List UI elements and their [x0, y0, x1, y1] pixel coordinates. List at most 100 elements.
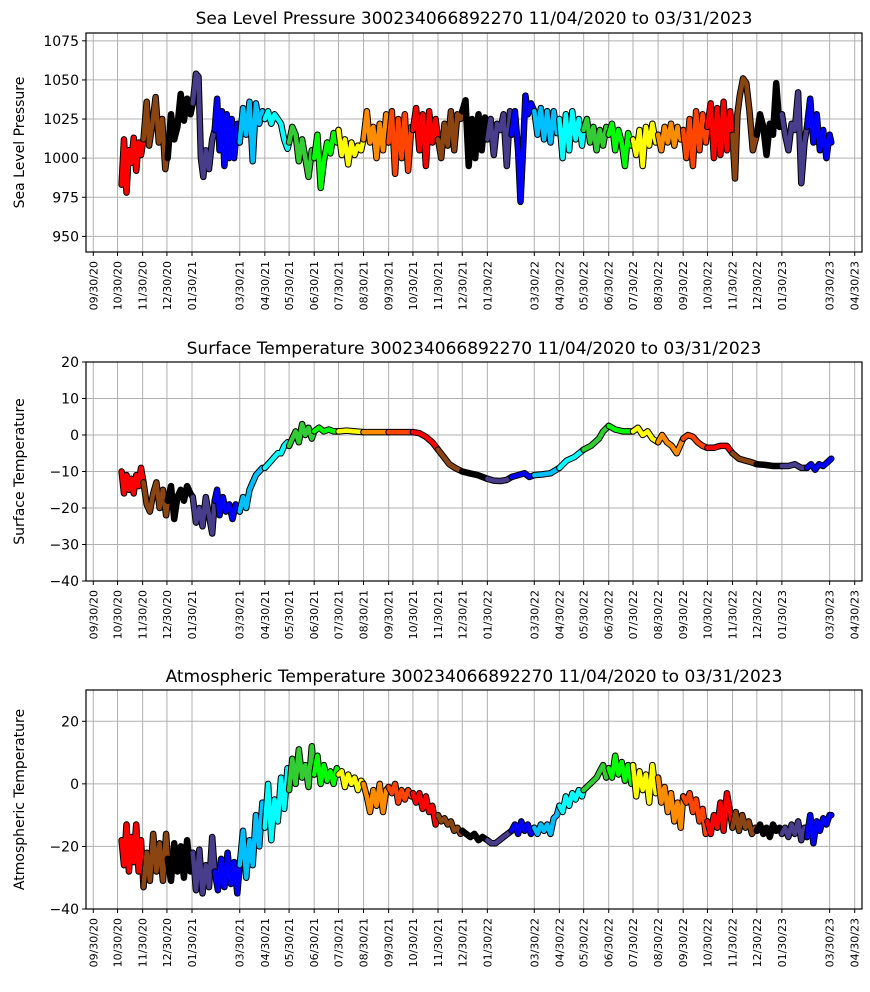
- series-line-2023-01: [754, 822, 785, 840]
- x-tick-label: 11/30/20: [137, 261, 150, 310]
- chart-title: Atmospheric Temperature 300234066892270 …: [166, 667, 783, 687]
- x-tick-label: 11/30/22: [727, 590, 740, 639]
- series-line-2021-09: [361, 781, 391, 815]
- series-line-2022-04: [532, 803, 562, 837]
- x-tick-label: 12/30/22: [751, 261, 764, 310]
- series-line-2021-10: [386, 781, 416, 805]
- x-tick-label: 06/30/21: [308, 261, 321, 310]
- series-line-2020-12: [141, 480, 170, 518]
- axes-frame: [85, 689, 863, 910]
- x-tick-label: 11/30/21: [432, 918, 445, 967]
- y-tick-label: 1075: [43, 34, 79, 50]
- series-line-2023-01: [754, 80, 785, 158]
- surface-temperature-panel: −40 −30 −20 −10 0 10 20 09/30/20 10/30/20 11/30/2…: [12, 339, 863, 639]
- series-line-2021-04: [237, 99, 268, 164]
- y-tick-label: 975: [52, 190, 79, 206]
- x-tick-label: 09/30/21: [383, 590, 396, 639]
- series-group: [118, 420, 835, 537]
- y-tick-label: 1050: [43, 73, 79, 89]
- y-tick-label: 1000: [43, 151, 79, 167]
- x-tick-label: 12/30/20: [161, 918, 174, 967]
- x-tick-label: 03/30/23: [824, 590, 837, 639]
- x-tick-label: 10/30/20: [112, 918, 125, 967]
- series-line-2022-10: [680, 432, 710, 451]
- x-tick-label: 07/30/22: [627, 590, 640, 639]
- y-axis-label: Atmospheric Temperature: [12, 709, 28, 890]
- series-line-2022-06: [581, 762, 611, 793]
- series-line-2022-06: [581, 116, 611, 153]
- x-tick-label: 04/30/21: [259, 590, 272, 639]
- x-tick-label: 11/30/20: [137, 590, 150, 639]
- x-tick-label: 12/30/21: [456, 261, 469, 310]
- series-line-2022-09: [655, 775, 686, 830]
- series-line-2021-03: [212, 487, 242, 522]
- series-line-2023-02: [779, 90, 810, 186]
- x-tick-label: 09/30/20: [87, 261, 100, 310]
- series-line-2022-06: [581, 423, 611, 452]
- x-tick-label: 03/30/23: [824, 261, 837, 310]
- x-tick-label: 01/30/21: [186, 261, 199, 310]
- series-line-2022-07: [606, 423, 636, 434]
- x-tick-label: 10/30/22: [701, 261, 714, 310]
- x-tick-label: 08/30/21: [358, 590, 371, 639]
- series-line-2021-08: [336, 428, 366, 435]
- x-tick-label: 09/30/21: [383, 261, 396, 310]
- series-line-2021-09: [361, 108, 391, 161]
- x-tick-label: 06/30/21: [308, 918, 321, 967]
- series-line-2023-01: [754, 461, 785, 469]
- series-line-2022-01: [460, 98, 490, 169]
- x-tick-label: 06/30/22: [603, 261, 616, 310]
- axes-frame: [85, 32, 863, 253]
- series-line-2021-03: [212, 850, 242, 896]
- series-line-2022-10: [680, 790, 710, 837]
- x-tick-label: 12/30/21: [456, 590, 469, 639]
- x-tick-label: 03/30/22: [528, 590, 541, 639]
- x-tick-label: 05/30/22: [578, 590, 591, 639]
- x-tick-label: 07/30/21: [332, 590, 345, 639]
- chart-title: Surface Temperature 300234066892270 11/0…: [187, 339, 762, 359]
- atmospheric-temperature-panel: −40 −20 0 20 09/30/20 10/30/20 11/30/20 12/30/2…: [12, 667, 863, 967]
- y-axis-label: Surface Temperature: [12, 398, 28, 544]
- series-line-2022-10: [680, 108, 710, 169]
- series-line-2021-05: [262, 440, 292, 471]
- series-line-2021-11: [410, 429, 441, 452]
- x-tick-label: 04/30/21: [259, 261, 272, 310]
- y-tick-label: 10: [61, 392, 79, 408]
- y-tick-label: −30: [49, 538, 79, 554]
- x-tick-label: 12/30/22: [751, 918, 764, 967]
- y-tick-label: 1025: [43, 112, 79, 128]
- y-tick-label: −20: [49, 501, 79, 517]
- series-line-2022-03: [509, 471, 537, 480]
- series-line-2022-09: [655, 121, 686, 153]
- series-line-2020-11: [119, 135, 146, 195]
- x-tick-label: 09/30/22: [677, 918, 690, 967]
- series-line-2021-07: [311, 127, 341, 191]
- x-tick-label: 05/30/21: [283, 261, 296, 310]
- series-line-2021-01: [165, 483, 196, 522]
- y-tick-label: −10: [49, 465, 79, 481]
- x-tick-label: 07/30/21: [332, 261, 345, 310]
- y-tick-label: 20: [61, 714, 79, 730]
- x-tick-label: 03/30/22: [528, 918, 541, 967]
- x-tick-label: 08/30/21: [358, 261, 371, 310]
- series-line-2021-04: [237, 465, 268, 514]
- x-tick-label: 04/30/21: [259, 918, 272, 967]
- x-tick-label: 01/30/23: [776, 918, 789, 967]
- x-tick-label: 09/30/20: [87, 918, 100, 967]
- x-tick-label: 05/30/21: [283, 590, 296, 639]
- series-line-2022-08: [630, 762, 661, 805]
- series-line-2021-06: [286, 421, 317, 449]
- series-line-2022-01: [460, 469, 490, 482]
- series-line-2021-01: [165, 91, 196, 161]
- series-line-2021-02: [190, 494, 217, 536]
- series-line-2022-03: [509, 819, 537, 837]
- x-tick-label: 08/30/21: [358, 918, 371, 967]
- x-tick-label: 01/30/22: [481, 261, 494, 310]
- x-tick-label: 12/30/20: [161, 261, 174, 310]
- axes-frame: [85, 361, 863, 582]
- x-tick-label: 03/30/23: [824, 918, 837, 967]
- series-line-2022-02: [485, 108, 514, 169]
- series-line-2022-02: [485, 828, 514, 846]
- series-line-2023-02: [779, 461, 810, 471]
